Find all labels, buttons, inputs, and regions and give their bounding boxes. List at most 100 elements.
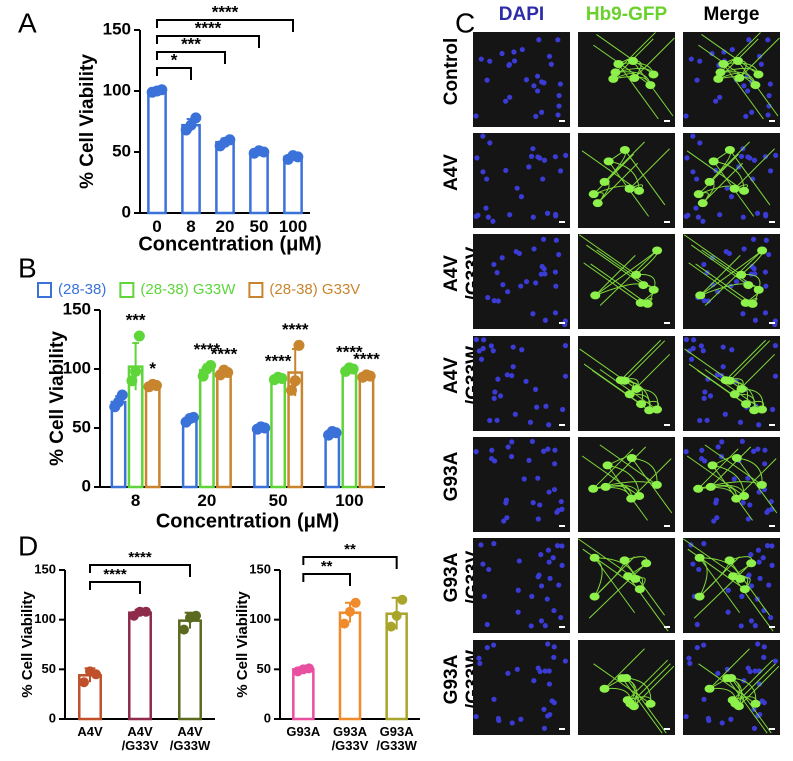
nucleus [762, 269, 768, 275]
bar [110, 400, 127, 489]
data-point [191, 610, 202, 621]
significance-label: **** [353, 349, 380, 368]
nucleus [484, 77, 490, 83]
data-point [285, 384, 297, 396]
nucleus [556, 251, 562, 258]
nucleus [513, 249, 519, 255]
x-tick-label: 8 [186, 217, 195, 236]
data-point [292, 151, 304, 163]
data-point [116, 389, 128, 401]
nucleus [523, 378, 529, 384]
nucleus [769, 562, 775, 568]
nucleus [768, 614, 774, 621]
y-tick-label: 100 [34, 611, 56, 626]
soma [599, 684, 610, 693]
nucleus [747, 668, 753, 675]
nucleus [751, 266, 757, 272]
nucleus [723, 249, 729, 255]
bar [147, 89, 167, 215]
micrograph [473, 640, 570, 735]
soma [627, 56, 638, 65]
y-tick-label: 150 [103, 19, 131, 38]
data-point [156, 84, 168, 96]
micrograph [683, 32, 780, 127]
nucleus [523, 278, 530, 285]
nucleus [711, 518, 717, 524]
nucleus [699, 447, 705, 453]
nucleus [541, 448, 547, 454]
nucleus [715, 289, 721, 295]
data-point [205, 359, 217, 371]
nucleus [720, 364, 726, 370]
micrograph [683, 234, 780, 329]
micrograph [473, 32, 570, 127]
panel-letter: A [18, 7, 37, 38]
micrograph [473, 234, 570, 329]
nucleus [750, 236, 757, 242]
nucleus [756, 53, 763, 59]
nucleus [511, 58, 518, 64]
significance-bracket [89, 581, 141, 594]
nucleus [551, 486, 558, 493]
soma [704, 684, 715, 693]
x-tick-label: A4V [77, 724, 103, 739]
nucleus [556, 103, 562, 109]
nucleus [556, 582, 562, 588]
soma [624, 184, 635, 193]
nucleus [695, 214, 702, 220]
nucleus [731, 476, 737, 482]
nucleus [474, 155, 480, 161]
nucleus [541, 80, 547, 86]
y-tick-label: 100 [103, 80, 131, 99]
soma [729, 184, 740, 193]
nucleus [527, 419, 534, 425]
nucleus [553, 237, 559, 243]
data-point [330, 427, 342, 439]
micrograph-bg [473, 133, 570, 228]
nucleus [557, 168, 564, 174]
nucleus [701, 395, 707, 401]
soma [622, 696, 633, 705]
nucleus [740, 214, 746, 220]
soma [693, 484, 704, 493]
nucleus [752, 317, 759, 323]
nucleus [484, 621, 490, 628]
micrograph [578, 234, 675, 329]
soma [708, 157, 719, 166]
data-point [259, 422, 271, 434]
nucleus [562, 343, 569, 349]
significance-bracket [302, 556, 398, 569]
nucleus [773, 152, 779, 158]
scale-bar [559, 221, 565, 223]
micrograph [578, 133, 675, 228]
soma [634, 585, 645, 594]
bar [181, 123, 201, 215]
nucleus [701, 696, 707, 702]
significance-label: **** [212, 2, 239, 21]
nucleus [552, 269, 558, 275]
nucleus [503, 500, 509, 506]
nucleus [755, 446, 761, 452]
nucleus [543, 403, 549, 409]
legend-label: (28-38) G33W [140, 281, 236, 298]
significance-bracket [89, 564, 191, 577]
nucleus [684, 155, 690, 161]
soma [634, 492, 645, 501]
nucleus [491, 298, 497, 304]
nucleus [748, 618, 755, 624]
soma [644, 406, 655, 415]
nucleus [510, 364, 516, 370]
nucleus [519, 347, 525, 353]
nucleus [491, 261, 497, 268]
soma [615, 376, 626, 385]
nucleus [553, 213, 559, 219]
micrograph-bg [473, 538, 570, 633]
soma [634, 186, 645, 195]
nucleus [542, 317, 549, 323]
data-point [276, 372, 288, 384]
nucleus [688, 356, 695, 362]
nucleus [697, 417, 703, 424]
y-tick-label: 50 [72, 417, 91, 436]
nucleus [514, 666, 520, 672]
soma [746, 559, 757, 568]
